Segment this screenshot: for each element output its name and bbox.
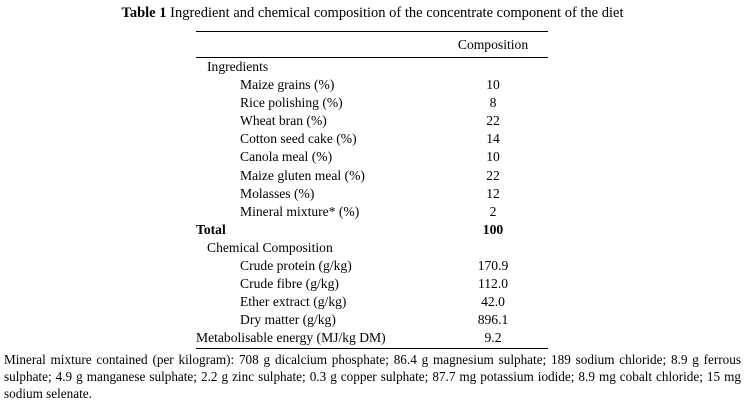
row-value: 22 (486, 167, 500, 183)
table-caption-label: Table 1 (121, 5, 167, 21)
table-row: Crude protein (g/kg) 170.9 (196, 257, 548, 275)
row-label: Crude fibre (g/kg) (240, 276, 339, 292)
row-value: 2 (489, 203, 497, 219)
row-value: 8 (489, 95, 497, 111)
row-label: Ether extract (g/kg) (240, 294, 347, 310)
row-value: 170.9 (477, 258, 509, 274)
table-row: Wheat bran (%) 22 (196, 112, 548, 130)
row-label: Cotton seed cake (%) (240, 131, 357, 147)
row-value: 896.1 (477, 312, 509, 328)
row-value: 22 (486, 113, 500, 129)
table-row: Rice polishing (%) 8 (196, 94, 548, 112)
row-label: Total (196, 221, 226, 237)
row-value: 100 (482, 221, 504, 237)
table-row: Crude fibre (g/kg) 112.0 (196, 275, 548, 293)
table-row: Total 100 (196, 221, 548, 239)
composition-table: Composition Ingredients Maize grains (%) 1… (196, 31, 548, 349)
row-value: 9.2 (484, 330, 502, 346)
table-row: Ingredients (196, 58, 548, 76)
row-value: 10 (486, 77, 500, 93)
table-row: Chemical Composition (196, 239, 548, 257)
table-bottom-rule (196, 347, 548, 349)
row-label: Maize grains (%) (240, 77, 335, 93)
row-label: Molasses (%) (240, 185, 315, 201)
row-value: 14 (486, 131, 500, 147)
row-value: 10 (486, 149, 500, 165)
row-label: Mineral mixture* (%) (240, 203, 360, 219)
row-label: Ingredients (207, 59, 269, 74)
row-label: Metabolisable energy (MJ/kg DM) (196, 330, 386, 346)
table-header-row: Composition (196, 32, 548, 57)
row-label: Chemical Composition (207, 239, 333, 255)
table-row: Dry matter (g/kg) 896.1 (196, 311, 548, 329)
table-caption-text: Ingredient and chemical composition of t… (170, 5, 624, 21)
table-body: Ingredients Maize grains (%) 10 Rice polish… (196, 58, 548, 348)
table-row: Cotton seed cake (%) 14 (196, 130, 548, 148)
table-row: Canola meal (%) 10 (196, 148, 548, 166)
table-row: Molasses (%) 12 (196, 185, 548, 203)
row-value: 42.0 (481, 294, 505, 310)
row-label: Rice polishing (%) (240, 95, 343, 111)
row-value: 112.0 (477, 276, 509, 292)
table-row: Maize grains (%) 10 (196, 76, 548, 94)
table-row: Ether extract (g/kg) 42.0 (196, 293, 548, 311)
row-label: Maize gluten meal (%) (240, 167, 365, 183)
row-label: Canola meal (%) (240, 149, 333, 165)
table-row: Metabolisable energy (MJ/kg DM) 9.2 (196, 329, 548, 347)
table-top-rule (196, 31, 548, 32)
table-caption: Table 1 Ingredient and chemical composit… (0, 5, 745, 22)
column-header-composition: Composition (457, 37, 529, 52)
row-value: 12 (486, 185, 500, 201)
table-header-rule (196, 57, 548, 58)
table-footnote: Mineral mixture contained (per kilogram)… (4, 352, 741, 401)
table-row: Mineral mixture* (%) 2 (196, 203, 548, 221)
row-label: Wheat bran (%) (240, 113, 327, 129)
row-label: Dry matter (g/kg) (240, 312, 336, 328)
row-label: Crude protein (g/kg) (240, 258, 352, 274)
table-row: Maize gluten meal (%) 22 (196, 167, 548, 185)
